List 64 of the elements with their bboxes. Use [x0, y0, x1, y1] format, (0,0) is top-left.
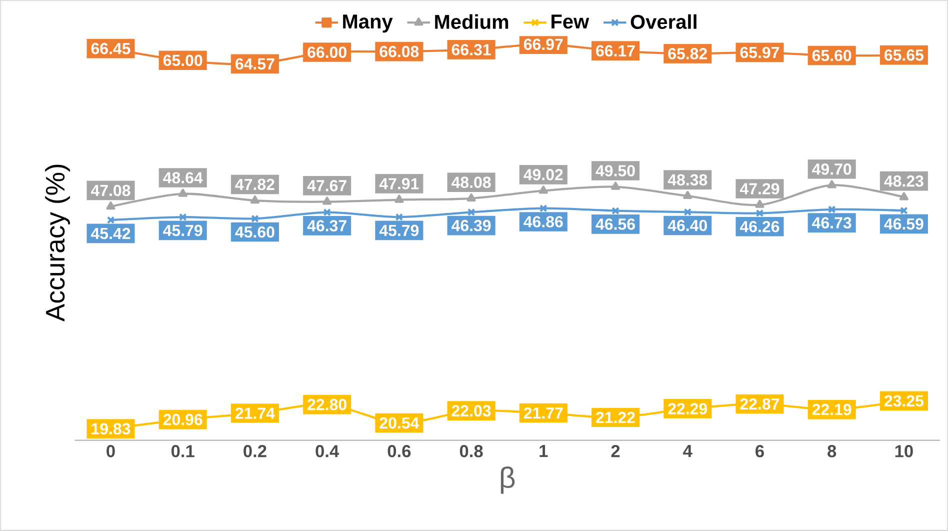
legend-label: Many [343, 14, 393, 33]
point [899, 192, 908, 200]
data-label: 47.82 [235, 178, 274, 190]
data-label: 46.26 [740, 220, 780, 232]
point [538, 186, 548, 194]
data-label: 48.64 [163, 172, 203, 184]
point [756, 209, 764, 218]
data-label: 45.79 [379, 224, 419, 236]
point [322, 196, 332, 205]
point [467, 208, 476, 216]
x-tick-label: 0 [106, 445, 115, 458]
data-label: 48.23 [884, 175, 924, 187]
point [755, 200, 764, 208]
x-tick-label: 6 [756, 445, 764, 458]
x-tick-label: 0.6 [388, 445, 411, 458]
x-tick-label: 1 [540, 445, 548, 457]
x-tick-label: 0.1 [171, 445, 194, 458]
data-label: 46.86 [524, 216, 563, 228]
point [612, 206, 620, 215]
x-tick-label: 0.8 [460, 445, 483, 458]
legend-label: Overall [630, 14, 696, 29]
point [828, 205, 836, 214]
x-axis-title: β [500, 466, 515, 494]
point [395, 213, 404, 221]
data-label: 45.42 [90, 228, 130, 240]
data-label: 46.37 [307, 220, 346, 232]
point [106, 201, 116, 210]
point [827, 180, 836, 188]
data-label: 46.56 [596, 218, 635, 230]
x-tick-label: 4 [683, 445, 692, 457]
point [610, 182, 620, 190]
data-label: 47.29 [740, 183, 780, 194]
data-label: 49.50 [596, 165, 635, 176]
legend-label: Medium [435, 14, 508, 29]
x-tick-label: 0.4 [316, 445, 340, 458]
data-label: 47.91 [379, 178, 419, 190]
point [466, 193, 476, 202]
data-label: 46.73 [812, 217, 852, 228]
data-label: 46.40 [668, 220, 707, 232]
x-tick-label: 0.2 [244, 445, 266, 458]
data-label: 47.08 [90, 184, 130, 196]
point [178, 213, 187, 221]
x-tick-label: 2 [611, 445, 620, 458]
data-label: 48.38 [668, 174, 708, 186]
point [250, 195, 260, 204]
data-label: 47.67 [307, 180, 346, 192]
data-label: 45.60 [235, 226, 274, 238]
x-tick-label: 10 [895, 445, 913, 458]
point [178, 188, 188, 197]
x-tick-label: 8 [828, 445, 836, 458]
point [323, 208, 331, 216]
data-label: 46.39 [452, 220, 491, 232]
data-label: 46.59 [884, 218, 924, 230]
point [539, 204, 548, 212]
point [251, 214, 259, 223]
legend-label: Few [552, 14, 590, 29]
y-axis-title: Accuracy (%) [45, 164, 70, 322]
point [683, 190, 692, 200]
data-label: 48.08 [452, 176, 491, 188]
data-label: 49.02 [524, 168, 563, 180]
data-label: 45.79 [163, 224, 202, 236]
data-label: 49.70 [812, 163, 852, 175]
point [684, 208, 692, 216]
point [394, 194, 404, 203]
